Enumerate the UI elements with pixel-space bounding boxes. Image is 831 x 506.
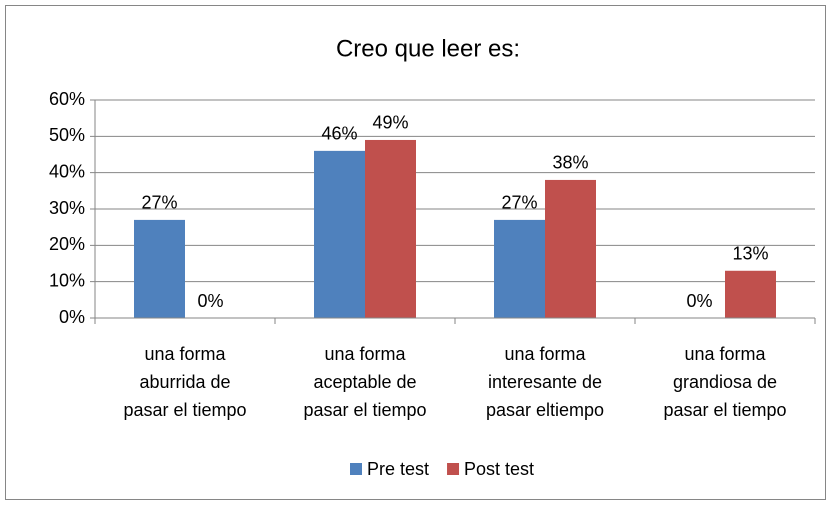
data-label: 49% xyxy=(372,113,408,133)
data-label: 27% xyxy=(501,193,537,213)
legend-label: Pre test xyxy=(367,459,429,479)
data-label: 0% xyxy=(686,291,712,311)
y-tick-label: 30% xyxy=(49,198,85,218)
y-tick-label: 20% xyxy=(49,234,85,254)
legend-swatch xyxy=(447,463,460,475)
bar xyxy=(545,179,596,318)
chart-title: Creo que leer es: xyxy=(336,35,520,62)
x-tick-label: una forma grandiosa de pasar el tiempo xyxy=(663,344,787,420)
bar xyxy=(494,219,545,318)
data-label: 27% xyxy=(141,193,177,213)
data-label: 46% xyxy=(321,124,357,144)
legend-label: Post test xyxy=(464,459,534,479)
bar xyxy=(725,270,776,318)
data-label: 0% xyxy=(197,291,223,311)
y-tick-label: 40% xyxy=(49,161,85,181)
y-tick-label: 10% xyxy=(49,270,85,290)
y-tick-label: 50% xyxy=(49,125,85,145)
y-tick-label: 0% xyxy=(59,307,85,327)
data-label: 13% xyxy=(732,244,768,264)
x-tick-label: una forma aceptable de pasar el tiempo xyxy=(303,344,427,420)
x-tick-label: una forma interesante de pasar eltiempo xyxy=(485,344,605,420)
legend-swatch xyxy=(350,463,362,475)
x-tick-label: una forma aburrida de pasar el tiempo xyxy=(123,344,247,420)
data-label: 38% xyxy=(552,153,588,173)
bar xyxy=(314,150,365,318)
y-tick-label: 60% xyxy=(49,89,85,109)
bar xyxy=(365,139,416,318)
bar xyxy=(134,219,185,318)
